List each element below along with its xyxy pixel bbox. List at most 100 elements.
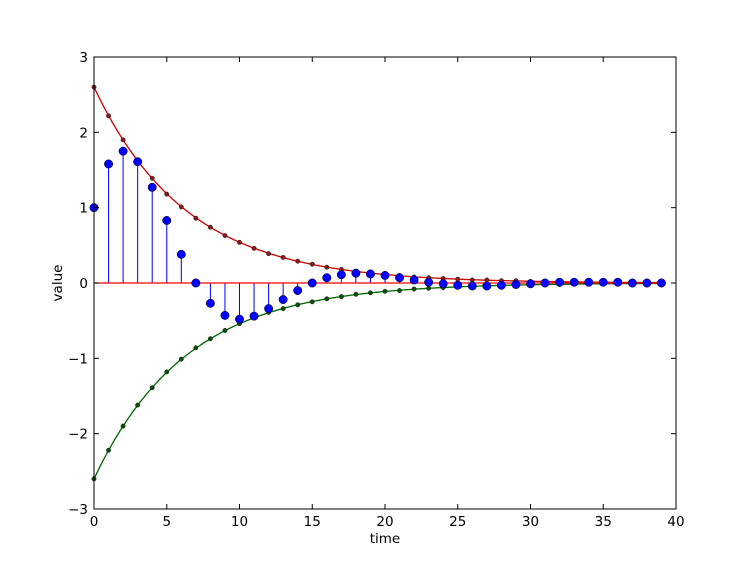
- y-axis-label: value: [50, 265, 66, 302]
- stem-marker: [322, 273, 332, 283]
- upper-envelope-point: [193, 215, 199, 221]
- stem-marker: [366, 269, 375, 279]
- stem-marker: [220, 310, 230, 320]
- y-tick-label: 2: [79, 125, 88, 141]
- stem-marker: [162, 216, 172, 225]
- stem-marker: [438, 279, 448, 289]
- x-tick-label: 0: [90, 514, 99, 530]
- stem-marker: [191, 278, 201, 288]
- upper-envelope-point: [207, 224, 213, 230]
- lower-envelope-point: [426, 285, 432, 291]
- lower-envelope-point: [411, 286, 417, 292]
- stem-marker: [336, 270, 346, 280]
- upper-envelope-point: [251, 245, 257, 251]
- stem-marker: [424, 277, 434, 287]
- upper-envelope-point: [309, 261, 315, 267]
- stem-marker: [147, 182, 157, 192]
- stem-marker: [395, 273, 404, 283]
- stem-marker: [496, 280, 506, 290]
- stem-marker: [569, 277, 579, 287]
- lower-envelope-point: [324, 296, 330, 302]
- stem-marker: [133, 157, 143, 167]
- lower-envelope-point: [149, 385, 155, 391]
- stem-marker: [307, 278, 317, 288]
- lower-envelope-line: [93, 282, 662, 480]
- stem-marker: [264, 304, 274, 314]
- stem-marker: [467, 281, 477, 291]
- stem-marker: [598, 277, 608, 287]
- y-tick-label: 0: [79, 276, 88, 292]
- upper-envelope-point: [149, 175, 155, 181]
- stem-marker: [380, 271, 390, 280]
- lower-envelope-point: [338, 294, 344, 299]
- x-tick-label: 30: [522, 514, 539, 530]
- lower-envelope-point: [353, 291, 359, 297]
- stem-marker: [278, 295, 288, 305]
- lower-envelope-point: [120, 423, 126, 429]
- stem-marker: [409, 275, 419, 285]
- x-tick-label: 5: [162, 514, 171, 530]
- stem-marker: [627, 278, 637, 288]
- stem-marker: [118, 146, 128, 156]
- stem-marker: [642, 278, 652, 288]
- stem-marker: [453, 280, 463, 290]
- lower-envelope-point: [309, 299, 315, 305]
- stem-marker: [293, 286, 303, 295]
- y-tick-label: −2: [68, 427, 88, 443]
- upper-envelope-point: [455, 276, 461, 282]
- y-tick-label: 3: [79, 50, 88, 66]
- plot-content: [89, 84, 666, 482]
- x-tick-label: 40: [667, 514, 684, 530]
- stem-marker: [555, 277, 565, 287]
- x-axis-label: time: [370, 531, 401, 547]
- stem-marker: [176, 249, 186, 259]
- stem-marker: [526, 279, 535, 289]
- upper-envelope-point: [484, 277, 490, 283]
- upper-envelope-point: [280, 254, 286, 260]
- x-tick-label: 25: [449, 514, 466, 530]
- upper-envelope-point: [164, 191, 170, 197]
- lower-envelope-point: [193, 345, 199, 351]
- lower-envelope-point: [178, 356, 184, 362]
- stem-marker: [540, 278, 550, 288]
- lower-envelope-point: [280, 306, 286, 312]
- axis-ticks: 0 5 10 15 20 25 30 35 40 −3 −2 −1 0 1 2 3: [68, 50, 685, 530]
- stem-marker: [249, 311, 259, 321]
- stem-marker: [511, 280, 521, 289]
- upper-envelope-point: [266, 251, 271, 257]
- y-tick-label: −3: [68, 502, 88, 518]
- lower-envelope-point: [164, 369, 170, 375]
- x-tick-label: 10: [231, 514, 248, 530]
- lower-envelope-point: [207, 336, 213, 342]
- lower-envelope-point: [222, 328, 228, 333]
- lower-envelope-point: [106, 447, 111, 453]
- lower-envelope-point: [382, 288, 388, 294]
- upper-envelope-point: [106, 113, 111, 119]
- lower-envelope-point: [135, 402, 141, 408]
- x-tick-label: 15: [304, 514, 321, 530]
- stem-marker: [351, 268, 361, 278]
- x-tick-label: 20: [376, 514, 393, 530]
- stem-marker: [482, 281, 492, 291]
- upper-envelope-line: [93, 86, 662, 284]
- lower-envelope-point: [295, 302, 301, 308]
- upper-envelope-point: [295, 258, 301, 264]
- upper-envelope-point: [237, 239, 242, 245]
- upper-envelope-point: [469, 277, 475, 283]
- stem-marker: [613, 277, 623, 287]
- stem-marker: [235, 314, 244, 324]
- x-tick-label: 35: [595, 514, 612, 530]
- upper-envelope-point: [222, 233, 228, 238]
- upper-envelope-point: [178, 204, 184, 210]
- upper-envelope-point: [120, 137, 126, 143]
- upper-envelope-point: [324, 264, 330, 270]
- stem-marker: [104, 159, 114, 169]
- stem-marker: [584, 277, 594, 287]
- lower-envelope-point: [368, 290, 373, 296]
- y-tick-label: 1: [79, 201, 88, 217]
- lower-envelope-point: [397, 288, 402, 293]
- stem-marker: [205, 298, 215, 308]
- stem-marker: [657, 278, 666, 288]
